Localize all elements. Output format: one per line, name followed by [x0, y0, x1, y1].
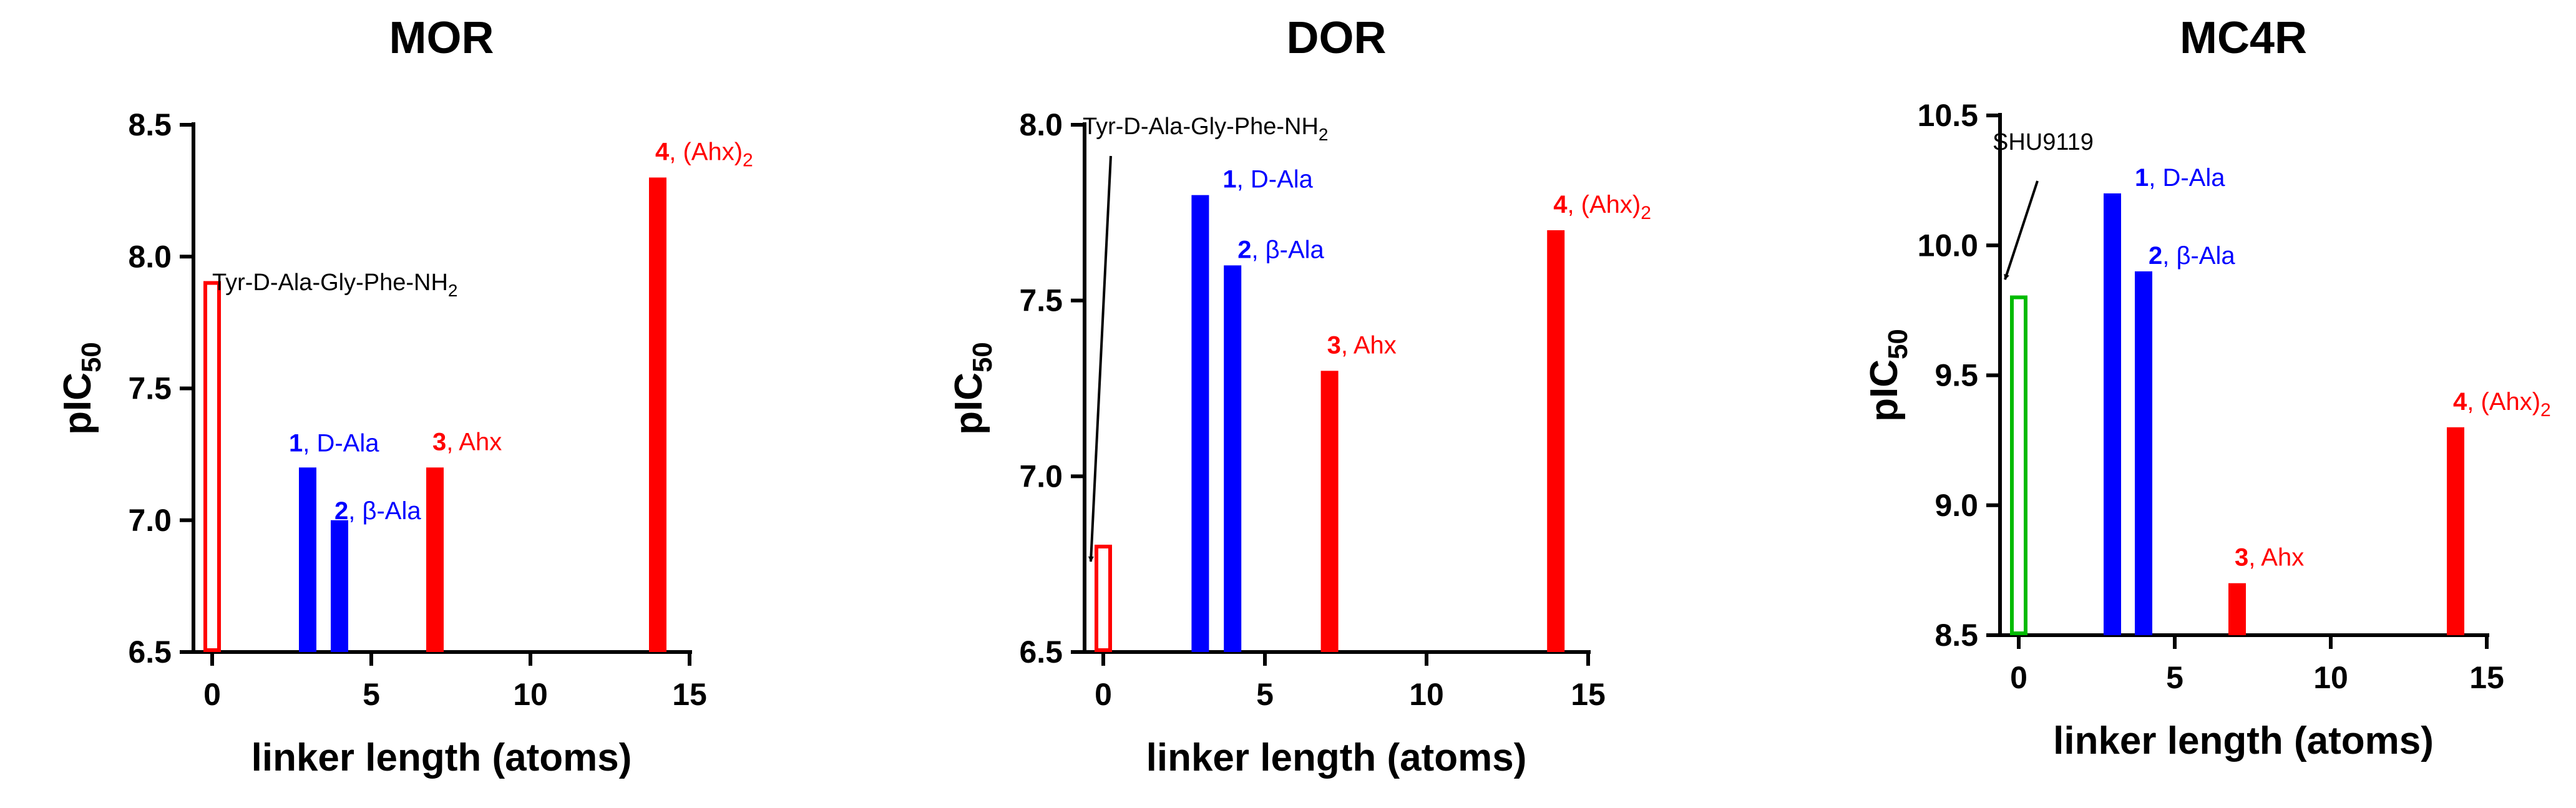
y-axis-label: pIC50 [1863, 329, 1913, 422]
x-tick-label: 0 [2010, 660, 2027, 695]
bar-data-label: 1, D-Ala [1222, 166, 1313, 193]
y-tick-label: 7.0 [128, 503, 172, 538]
bar [2135, 271, 2152, 635]
x-tick-label: 5 [363, 677, 380, 712]
bar [426, 467, 444, 652]
bar [1191, 195, 1209, 653]
x-axis-label: linker length (atoms) [251, 736, 632, 779]
bar [1320, 371, 1339, 652]
bar-data-label: 3, Ahx [2235, 544, 2304, 572]
panel-mor: MOR 6.5 7.0 7.5 8.0 8.5 0 5 10 15 linker length (a… [56, 13, 753, 779]
y-tick-label: 7.0 [1019, 459, 1063, 494]
reference-label: Tyr-D-Ala-Gly-Phe-NH2 [212, 270, 457, 300]
bar [299, 467, 316, 652]
chart-title: MOR [389, 13, 494, 63]
x-axis-label: linker length (atoms) [1146, 736, 1527, 779]
y-axis-label: pIC50 [56, 342, 107, 435]
y-tick-label: 6.5 [1019, 635, 1063, 669]
bar-data-label: 3, Ahx [1327, 331, 1397, 359]
y-tick-label: 9.0 [1934, 488, 1978, 523]
x-axis-label: linker length (atoms) [2053, 719, 2434, 762]
bar [649, 177, 666, 652]
y-tick-label: 7.5 [128, 371, 172, 406]
bar-reference [203, 281, 221, 652]
bar-data-label: 4, (Ahx)2 [655, 139, 753, 171]
x-tick-label: 0 [1095, 677, 1112, 712]
bar-data-label: 1, D-Ala [289, 429, 379, 457]
y-tick-label: 6.5 [128, 635, 172, 669]
x-tick-label: 10 [2313, 660, 2348, 695]
reference-arrow [2004, 180, 2039, 280]
bar-reference [2010, 295, 2027, 635]
x-tick-label: 5 [1256, 677, 1274, 712]
panel-dor: DOR 6.5 7.0 7.5 8.0 0 5 10 15 linker length (atom… [947, 13, 1651, 779]
reference-label: Tyr-D-Ala-Gly-Phe-NH2 [1083, 114, 1328, 144]
bar [331, 520, 348, 652]
x-tick-label: 10 [1409, 677, 1444, 712]
y-tick-label: 7.5 [1019, 283, 1063, 318]
y-tick-label: 10.5 [1918, 98, 1978, 133]
reference-arrow [1088, 155, 1112, 562]
reference-label: SHU9119 [1993, 129, 2094, 155]
y-tick-label: 8.5 [1934, 618, 1978, 653]
bar [2228, 583, 2246, 635]
bar-data-label: 1, D-Ala [2135, 164, 2225, 192]
y-tick-label: 8.5 [128, 107, 172, 142]
x-tick-label: 10 [513, 677, 548, 712]
bar-data-label: 3, Ahx [432, 428, 502, 455]
panel-mc4r: MC4R 8.5 9.0 9.5 10.0 10.5 0 5 10 15 linker length… [1863, 13, 2551, 762]
chart-title: MC4R [2180, 13, 2307, 63]
bar [2447, 427, 2464, 635]
y-tick-label: 8.0 [128, 239, 172, 274]
x-tick-label: 0 [203, 677, 221, 712]
bar [1547, 230, 1565, 652]
bar-data-label: 2, β-Ala [2149, 242, 2235, 270]
bar [2104, 193, 2121, 635]
bar-reference [1095, 545, 1112, 652]
bar-data-label: 2, β-Ala [334, 497, 421, 525]
bar [1224, 265, 1242, 652]
y-tick-label: 8.0 [1019, 107, 1063, 142]
x-tick-label: 15 [672, 677, 707, 712]
bar-data-label: 4, (Ahx)2 [1553, 191, 1651, 223]
y-tick-label: 10.0 [1918, 228, 1978, 263]
x-tick-label: 5 [2166, 660, 2183, 695]
y-tick-label: 9.5 [1934, 358, 1978, 393]
x-tick-label: 15 [1571, 677, 1606, 712]
bar-data-label: 4, (Ahx)2 [2453, 388, 2551, 421]
x-tick-label: 15 [2469, 660, 2504, 695]
y-axis-label: pIC50 [947, 342, 998, 435]
bar-data-label: 2, β-Ala [1237, 236, 1324, 263]
chart-title: DOR [1287, 13, 1387, 63]
